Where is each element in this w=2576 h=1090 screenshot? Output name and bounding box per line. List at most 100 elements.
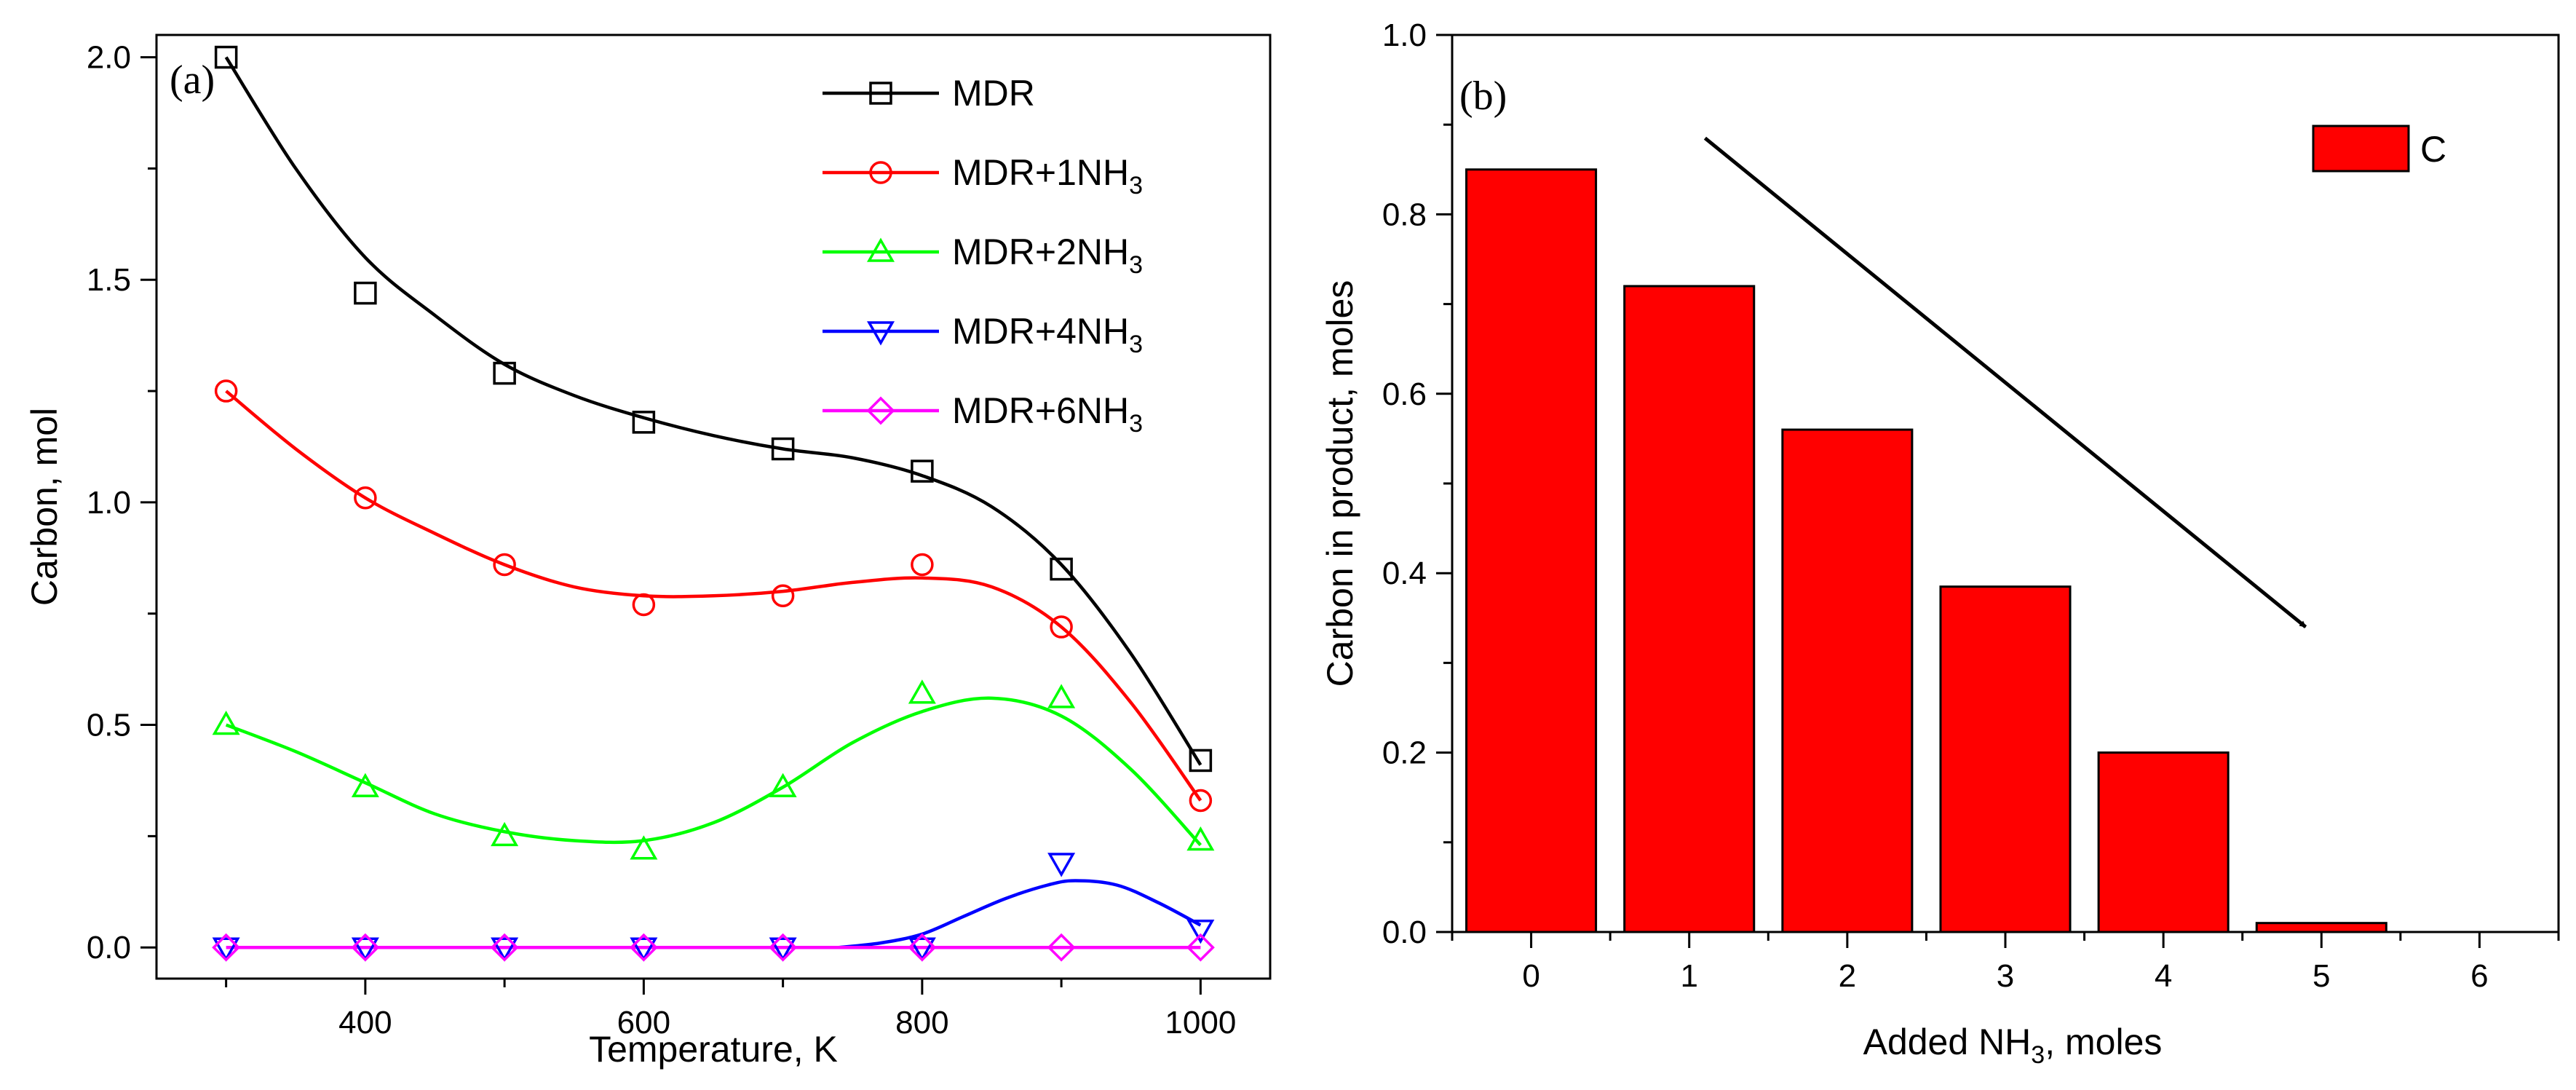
bar [1623, 285, 1756, 933]
data-point [771, 437, 795, 461]
data-point [769, 937, 797, 962]
data-point [493, 361, 516, 385]
data-point [769, 773, 797, 797]
data-point [212, 711, 240, 735]
data-point [632, 593, 656, 617]
legend-label: MDR+6NH3 [952, 390, 1143, 438]
data-point [1050, 557, 1073, 581]
chart-b-trend-arrow [1703, 136, 2307, 629]
bar [2255, 922, 2387, 933]
data-point [212, 937, 240, 962]
data-point [351, 933, 380, 962]
series-curve [225, 696, 1202, 847]
data-point [1189, 789, 1213, 813]
y-tick-label: 1.5 [87, 262, 131, 298]
bar [2097, 751, 2230, 933]
legend-label-main: MDR+2NH [952, 232, 1129, 272]
data-point [1186, 933, 1215, 962]
data-point [771, 584, 795, 608]
chart-a-curves [224, 56, 1202, 949]
data-point [908, 679, 936, 704]
data-point [769, 933, 798, 962]
x-tick-label: 2 [1839, 958, 1856, 994]
data-point [351, 773, 379, 797]
legend-label-main: MDR+4NH [952, 311, 1129, 352]
data-point [866, 396, 895, 425]
chart-b-legend: C [2312, 125, 2446, 173]
chart-a-x-axis-title: Temperature, K [589, 1029, 838, 1070]
chart-b-x-axis-title-main: Added NH [1863, 1022, 2032, 1062]
chart-b-bars [1465, 168, 2387, 933]
data-point [351, 937, 379, 962]
chart-a-xtick-labels: 400 600 800 1000 [338, 1005, 1236, 1040]
y-tick-label: 0.8 [1382, 197, 1427, 232]
legend-label-subscript: 3 [1129, 410, 1143, 438]
data-point [630, 937, 658, 962]
data-point [911, 459, 934, 483]
x-tick-label: 5 [2313, 958, 2330, 994]
data-point [491, 821, 519, 847]
chart-b-x-axis-title-unit: , moles [2045, 1022, 2162, 1062]
data-point [493, 553, 516, 577]
chart-a-markers [212, 45, 1215, 962]
bar [1465, 168, 1598, 933]
chart-b-frame [1451, 33, 2560, 933]
bar [1939, 585, 2072, 933]
data-point [1047, 933, 1076, 962]
chart-a-panel-label: (a) [170, 58, 215, 103]
data-point [354, 281, 377, 305]
series-curve [838, 879, 1202, 949]
data-point [354, 486, 377, 510]
chart-b-x-axis-title-subscript: 3 [2031, 1041, 2045, 1069]
data-point [490, 933, 519, 962]
bar [1781, 428, 1914, 933]
chart-a-ticks [140, 56, 1202, 995]
y-tick-label: 0.2 [1382, 735, 1427, 771]
y-tick-label: 0.0 [1382, 915, 1427, 950]
legend-label: MDR+2NH3 [952, 232, 1143, 279]
data-point [869, 82, 892, 105]
data-point [1189, 749, 1213, 773]
chart-b-x-axis-title: Added NH3, moles [1863, 1022, 2163, 1069]
y-tick-label: 0.4 [1382, 556, 1427, 591]
x-tick-label: 400 [338, 1005, 392, 1040]
series-curve [225, 390, 1202, 802]
data-point [214, 45, 238, 69]
data-point [1047, 684, 1076, 708]
x-tick-label: 1 [1680, 958, 1697, 994]
legend-label-subscript: 3 [1129, 251, 1143, 279]
data-point [1186, 826, 1215, 851]
data-point [869, 161, 892, 184]
y-tick-label: 0.5 [87, 708, 131, 743]
data-point [1050, 615, 1073, 639]
series-curve [224, 56, 1202, 766]
chart-a-ytick-labels: 0.0 0.5 1.0 1.5 2.0 [87, 40, 131, 966]
x-tick-label: 3 [1997, 958, 2014, 994]
chart-b-y-axis-title: Carbon in product, moles [1320, 280, 1360, 687]
chart-b-panel-label: (b) [1459, 74, 1507, 119]
y-tick-label: 0.0 [87, 930, 131, 965]
x-tick-label: 1000 [1165, 1005, 1236, 1040]
chart-b-ytick-labels: 0.0 0.2 0.4 0.6 0.8 1.0 [1382, 17, 1427, 950]
legend-label-main: MDR [952, 73, 1035, 114]
x-tick-label: 800 [895, 1005, 948, 1040]
data-point [214, 379, 238, 403]
chart-a-frame [155, 33, 1272, 980]
legend-label-main: MDR+6NH [952, 390, 1129, 431]
chart-a-y-axis-title: Carbon, mol [24, 408, 65, 606]
legend-label-subscript: 3 [1129, 172, 1143, 200]
x-tick-label: 0 [1522, 958, 1539, 994]
x-tick-label: 6 [2470, 958, 2488, 994]
legend-label: MDR+1NH3 [952, 152, 1143, 200]
y-tick-label: 2.0 [87, 40, 131, 76]
legend-label-subscript: 3 [1129, 331, 1143, 358]
y-tick-label: 0.6 [1382, 376, 1427, 412]
data-point [1047, 853, 1076, 877]
data-point [908, 933, 937, 962]
data-point [491, 937, 519, 962]
data-point [629, 933, 658, 962]
data-point [866, 237, 895, 262]
